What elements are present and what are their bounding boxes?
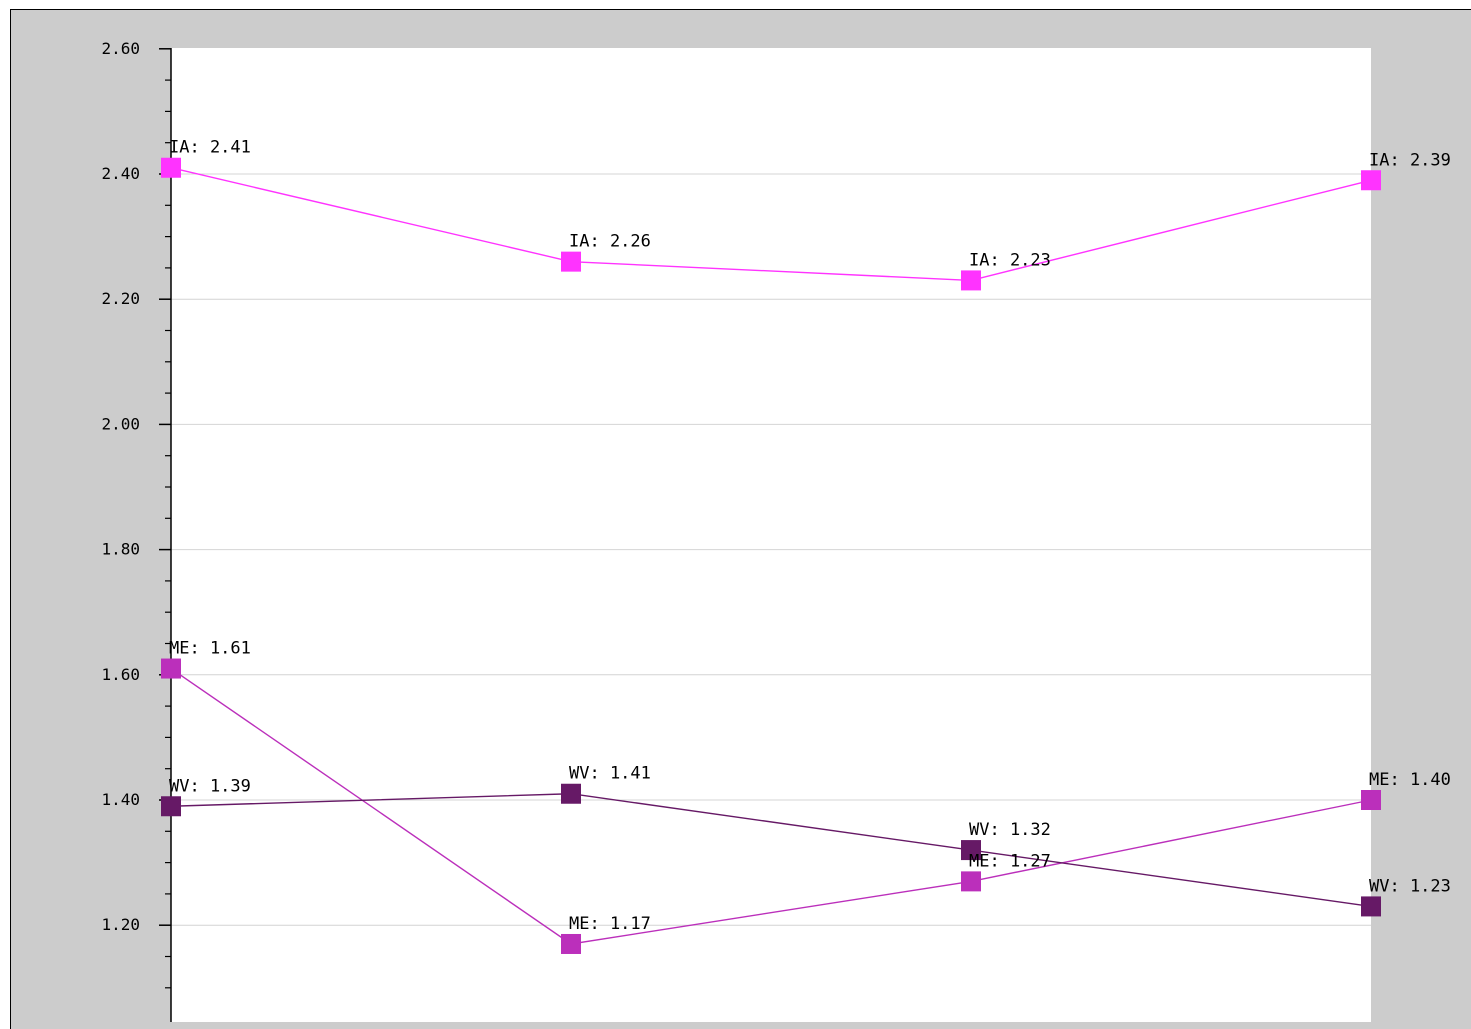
plot-area	[171, 48, 1371, 1022]
data-label-wv: WV: 1.23	[1369, 876, 1451, 896]
y-tick-label: 2.40	[101, 164, 140, 183]
series-line-me	[170, 667, 1372, 945]
data-label-me: ME: 1.40	[1369, 770, 1451, 790]
data-label-me: ME: 1.61	[169, 639, 251, 659]
data-point-wv	[961, 840, 981, 861]
y-tick-label: 1.80	[101, 540, 140, 559]
data-label-ia: IA: 2.26	[569, 232, 651, 252]
y-tick-label: 2.00	[101, 414, 140, 433]
data-label-ia: IA: 2.41	[169, 138, 251, 158]
data-point-ia	[1361, 170, 1381, 191]
data-label-ia: IA: 2.39	[1369, 150, 1451, 170]
data-point-wv	[1361, 896, 1381, 917]
data-label-me: ME: 1.17	[569, 914, 651, 934]
series-lines	[161, 157, 1381, 954]
grid-lines	[171, 173, 1371, 926]
data-label-wv: WV: 1.39	[169, 776, 251, 796]
data-point-me	[161, 658, 181, 679]
data-point-wv	[161, 796, 181, 817]
data-label-me: ME: 1.27	[969, 851, 1051, 871]
series-line-ia	[170, 167, 1372, 282]
point-labels: IA: 2.41 IA: 2.26 IA: 2.23 IA: 2.39 ME: 1.61…	[169, 138, 1451, 934]
y-tick-label: 2.60	[101, 39, 140, 58]
y-tick-label: 2.20	[101, 289, 140, 308]
data-point-wv	[561, 783, 581, 804]
data-point-me	[961, 871, 981, 892]
data-label-wv: WV: 1.32	[969, 820, 1051, 840]
data-point-me	[1361, 790, 1381, 810]
y-tick-label: 1.40	[101, 790, 140, 809]
y-axis: 1.20 1.40 1.60 1.80 2.00 2.20 2.40 2.60	[101, 39, 172, 1022]
data-point-ia	[561, 251, 581, 272]
data-point-me	[561, 933, 581, 954]
data-point-ia	[961, 270, 981, 291]
series-line-wv	[170, 793, 1372, 908]
y-tick-label: 1.60	[101, 665, 140, 684]
data-label-wv: WV: 1.41	[569, 764, 651, 784]
data-point-ia	[161, 157, 181, 178]
y-tick-label: 1.20	[101, 915, 140, 934]
data-label-ia: IA: 2.23	[969, 250, 1051, 270]
